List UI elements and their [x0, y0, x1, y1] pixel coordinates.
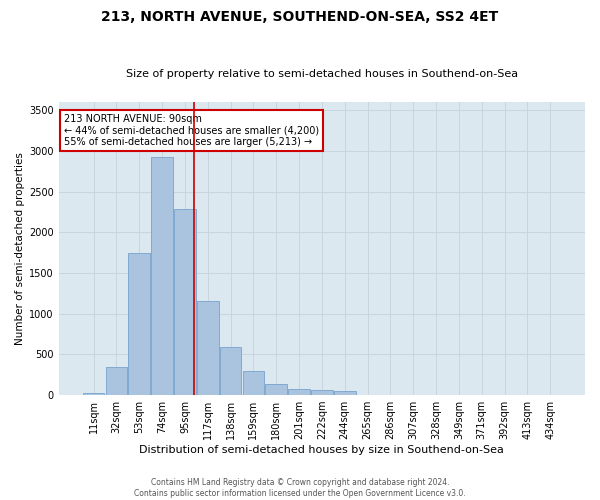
Bar	[174, 210, 196, 395]
Bar	[265, 384, 287, 395]
Bar	[220, 347, 241, 395]
Text: 213, NORTH AVENUE, SOUTHEND-ON-SEA, SS2 4ET: 213, NORTH AVENUE, SOUTHEND-ON-SEA, SS2 …	[101, 10, 499, 24]
Bar	[128, 252, 150, 395]
Text: 213 NORTH AVENUE: 90sqm
← 44% of semi-detached houses are smaller (4,200)
55% of: 213 NORTH AVENUE: 90sqm ← 44% of semi-de…	[64, 114, 319, 147]
Bar	[334, 391, 356, 395]
Bar	[288, 388, 310, 395]
Y-axis label: Number of semi-detached properties: Number of semi-detached properties	[15, 152, 25, 345]
Title: Size of property relative to semi-detached houses in Southend-on-Sea: Size of property relative to semi-detach…	[126, 69, 518, 79]
Bar	[242, 370, 264, 395]
Bar	[197, 300, 218, 395]
X-axis label: Distribution of semi-detached houses by size in Southend-on-Sea: Distribution of semi-detached houses by …	[139, 445, 505, 455]
Bar	[83, 392, 104, 395]
Bar	[151, 158, 173, 395]
Text: Contains HM Land Registry data © Crown copyright and database right 2024.
Contai: Contains HM Land Registry data © Crown c…	[134, 478, 466, 498]
Bar	[106, 368, 127, 395]
Bar	[311, 390, 333, 395]
